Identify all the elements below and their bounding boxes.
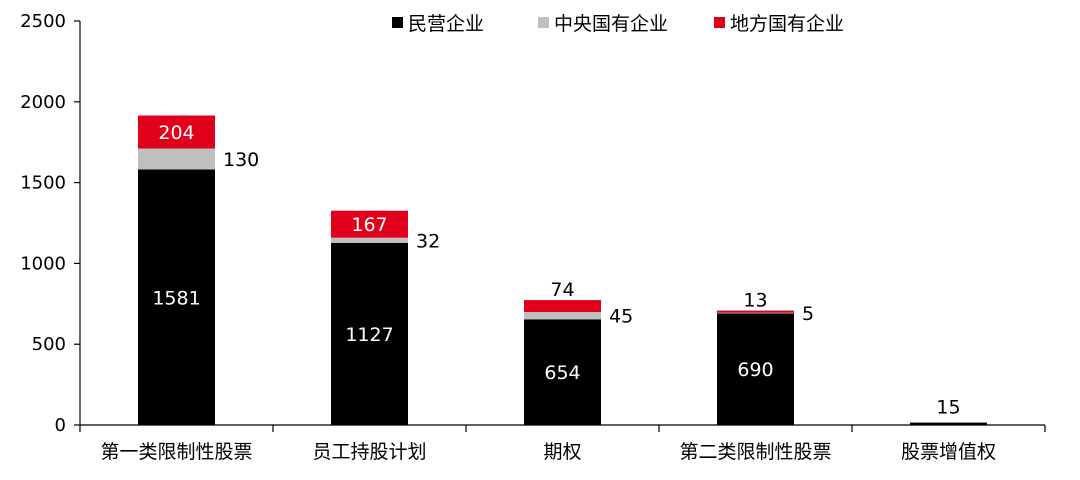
bar-segment xyxy=(138,148,215,170)
legend-label: 中央国有企业 xyxy=(554,13,668,35)
y-tick-label: 2500 xyxy=(20,11,66,32)
data-label: 690 xyxy=(737,359,773,381)
bar-segment xyxy=(331,237,408,243)
bar-segment xyxy=(331,210,408,238)
y-tick-label: 0 xyxy=(55,415,66,436)
data-labels: 1581 130 204 1127 32 167 654 45 74 690 5 13 15 xyxy=(152,122,960,419)
x-category-label: 第一类限制性股票 xyxy=(100,441,252,463)
y-tick-label: 1000 xyxy=(20,253,66,274)
data-label: 45 xyxy=(609,306,633,328)
data-label: 13 xyxy=(743,290,767,312)
bar-segment xyxy=(524,312,601,320)
x-category-label: 第二类限制性股票 xyxy=(679,441,831,463)
data-label: 15 xyxy=(936,397,960,419)
bar-segment xyxy=(138,169,215,425)
data-label: 130 xyxy=(223,149,259,171)
x-category-label: 期权 xyxy=(543,441,581,463)
legend-swatch xyxy=(392,17,403,28)
data-label: 167 xyxy=(351,214,387,236)
legend-label: 地方国有企业 xyxy=(730,13,844,35)
x-category-label: 员工持股计划 xyxy=(312,441,426,463)
data-label: 654 xyxy=(544,362,580,384)
y-axis: 0 500 1000 1500 2000 2500 xyxy=(20,11,81,436)
y-tick-label: 500 xyxy=(32,334,66,355)
data-label: 1581 xyxy=(152,287,200,309)
data-label: 1127 xyxy=(345,324,393,346)
bar-segment xyxy=(910,422,987,425)
bar-segment xyxy=(524,319,601,425)
data-label: 204 xyxy=(158,122,194,144)
bar-segment xyxy=(717,313,794,425)
x-category-label: 股票增值权 xyxy=(901,441,996,463)
x-axis: 第一类限制性股票 员工持股计划 期权 第二类限制性股票 股票增值权 xyxy=(79,424,1046,463)
bar-segment xyxy=(331,242,408,425)
data-label: 32 xyxy=(416,230,440,252)
bar-segment xyxy=(138,115,215,149)
legend: 民营企业 中央国有企业 地方国有企业 xyxy=(392,13,844,35)
legend-swatch xyxy=(714,17,725,28)
bar-segment xyxy=(717,310,794,313)
y-tick-label: 2000 xyxy=(20,92,66,113)
bars xyxy=(138,115,987,425)
legend-label: 民营企业 xyxy=(408,13,484,35)
data-label: 74 xyxy=(550,279,574,301)
bar-segment xyxy=(524,300,601,313)
y-tick-label: 1500 xyxy=(20,173,66,194)
bar-segment xyxy=(717,312,794,314)
data-label: 5 xyxy=(802,303,814,325)
legend-swatch xyxy=(538,17,549,28)
